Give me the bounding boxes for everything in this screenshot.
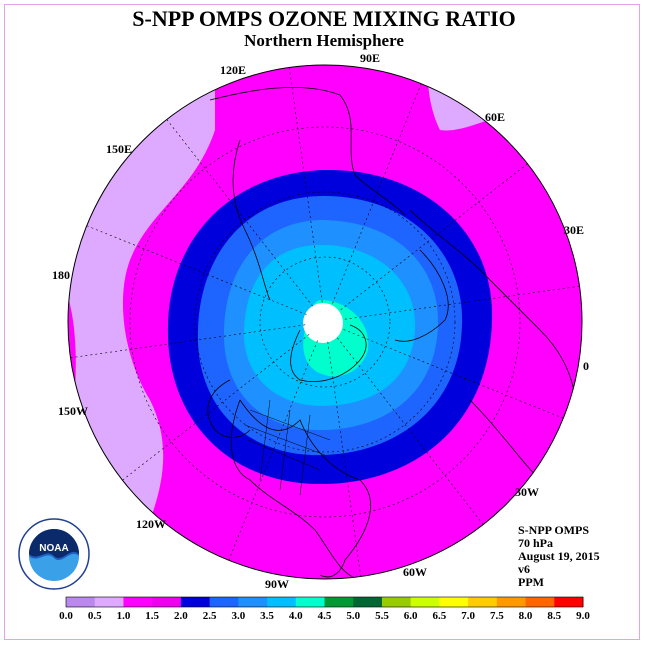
lon-label-30e: 30E: [564, 223, 585, 237]
info-date: August 19, 2015: [518, 549, 600, 563]
state-boundaries: [244, 399, 331, 496]
colorbar-border: [65, 596, 584, 608]
colorbar-tick-label: 4.5: [318, 610, 332, 622]
colorbar-swatch: [238, 597, 268, 607]
lon-label-120e: 120E: [220, 63, 247, 77]
colorbar-swatch: [468, 597, 498, 607]
noaa-logo-icon: NOAA: [18, 518, 90, 590]
info-units: PPM: [518, 575, 544, 589]
colorbar-tick-label: 1.5: [145, 610, 159, 622]
lon-label-90w: 90W: [265, 577, 289, 591]
colorbar-swatch: [267, 597, 297, 607]
lon-label-150e: 150E: [106, 142, 133, 156]
lon-label-0: 0: [583, 359, 589, 373]
noaa-logo-text: NOAA: [39, 543, 68, 554]
info-instrument: S-NPP OMPS: [518, 523, 589, 537]
colorbar-tick-label: 5.5: [375, 610, 389, 622]
lon-label-30w: 30W: [515, 485, 539, 499]
colorbar-tick-label: 8.0: [519, 610, 533, 622]
colorbar-swatch: [180, 597, 211, 607]
map-title: S-NPP OMPS OZONE MIXING RATIO: [132, 6, 516, 31]
colorbar-swatch: [353, 597, 383, 607]
colorbar-swatch: [496, 597, 527, 607]
latitude-circle: [194, 191, 456, 453]
colorbar-swatch: [123, 597, 153, 607]
colorbar-swatch: [94, 597, 124, 607]
colorbar-tick-label: 6.0: [404, 610, 418, 622]
lon-label-180: 180: [52, 268, 70, 282]
lon-label-120w: 120W: [136, 517, 166, 531]
colorbar-swatch: [554, 597, 584, 607]
latitude-circle: [129, 126, 521, 518]
info-version: v6: [518, 562, 530, 576]
info-level: 70 hPa: [518, 536, 554, 550]
image-frame: [4, 4, 640, 640]
colorbar-tick-label: 0.0: [59, 610, 73, 622]
map-subtitle: Northern Hemisphere: [244, 31, 404, 50]
colorbar-tick-label: 7.0: [461, 610, 475, 622]
colorbar-swatch: [209, 597, 239, 607]
colorbar-swatch: [439, 597, 469, 607]
lon-label-60w: 60W: [403, 565, 427, 579]
colorbar-tick-label: 2.0: [174, 610, 188, 622]
graticule: [70, 67, 580, 577]
colorbar-swatch: [410, 597, 440, 607]
colorbar-tick-label: 6.5: [433, 610, 447, 622]
coastlines: [207, 87, 576, 579]
colorbar-tick-label: 3.0: [231, 610, 245, 622]
colorbar-tick-label: 2.5: [203, 610, 217, 622]
colorbar-tick-label: 8.5: [547, 610, 561, 622]
colorbar-tick-label: 1.0: [117, 610, 131, 622]
colorbar-swatch: [295, 597, 325, 607]
pole-no-data: [303, 303, 343, 343]
colorbar-swatch: [324, 597, 354, 607]
lon-label-150w: 150W: [58, 404, 88, 418]
lon-label-60e: 60E: [485, 110, 506, 124]
colorbar-swatch: [525, 597, 555, 607]
colorbar-tick-label: 0.5: [88, 610, 102, 622]
colorbar-swatch: [152, 597, 182, 607]
colorbar-tick-label: 4.0: [289, 610, 303, 622]
latitude-circle: [259, 256, 391, 388]
colorbar-swatch: [66, 597, 96, 607]
colorbar-tick-label: 3.5: [260, 610, 274, 622]
colorbar-tick-label: 9.0: [576, 610, 590, 622]
colorbar-tick-label: 5.0: [346, 610, 360, 622]
map-outline: [67, 64, 583, 580]
colorbar-tick-label: 7.5: [490, 610, 504, 622]
colorbar-swatch: [381, 597, 412, 607]
product-info: S-NPP OMPS 70 hPa August 19, 2015 v6 PPM: [518, 524, 600, 589]
lon-label-90e: 90E: [360, 51, 381, 65]
